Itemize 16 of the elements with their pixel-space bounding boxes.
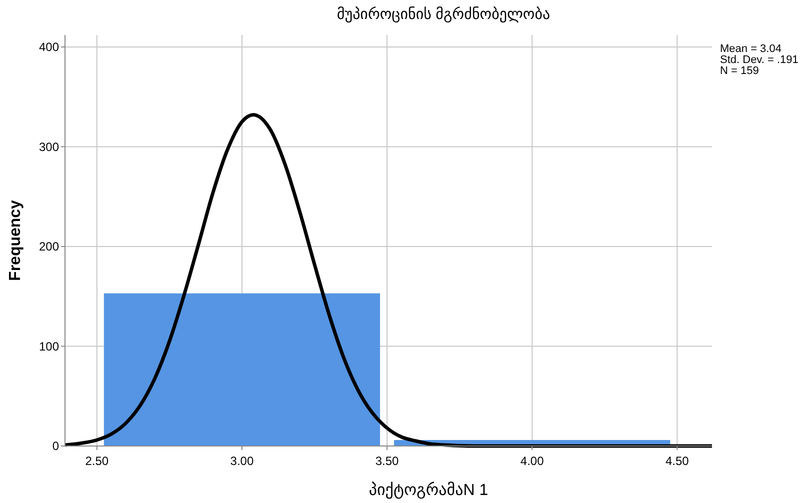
y-tick-label: 400: [38, 40, 60, 54]
y-tick-label: 200: [38, 240, 60, 254]
x-tick-label: 4.00: [520, 454, 544, 468]
x-tick-label: 3.00: [230, 454, 254, 468]
y-axis-title: Frequency: [7, 200, 24, 281]
chart-title: მუპიროცინის მგრძნობელობა: [336, 6, 550, 23]
x-tick-label: 4.50: [666, 454, 690, 468]
text: Std. Dev. = .191: [720, 54, 798, 66]
text: Mean = 3.04: [720, 43, 782, 55]
text: N = 159: [720, 65, 759, 77]
y-tick-label: 0: [52, 439, 60, 454]
x-axis-title: პიქტოგრამაN 1: [368, 481, 488, 499]
x-tick-label: 3.50: [375, 454, 400, 468]
y-tick-label: 300: [38, 140, 60, 154]
y-tick-label: 100: [38, 339, 60, 354]
x-tick-label: 2.50: [85, 454, 109, 468]
